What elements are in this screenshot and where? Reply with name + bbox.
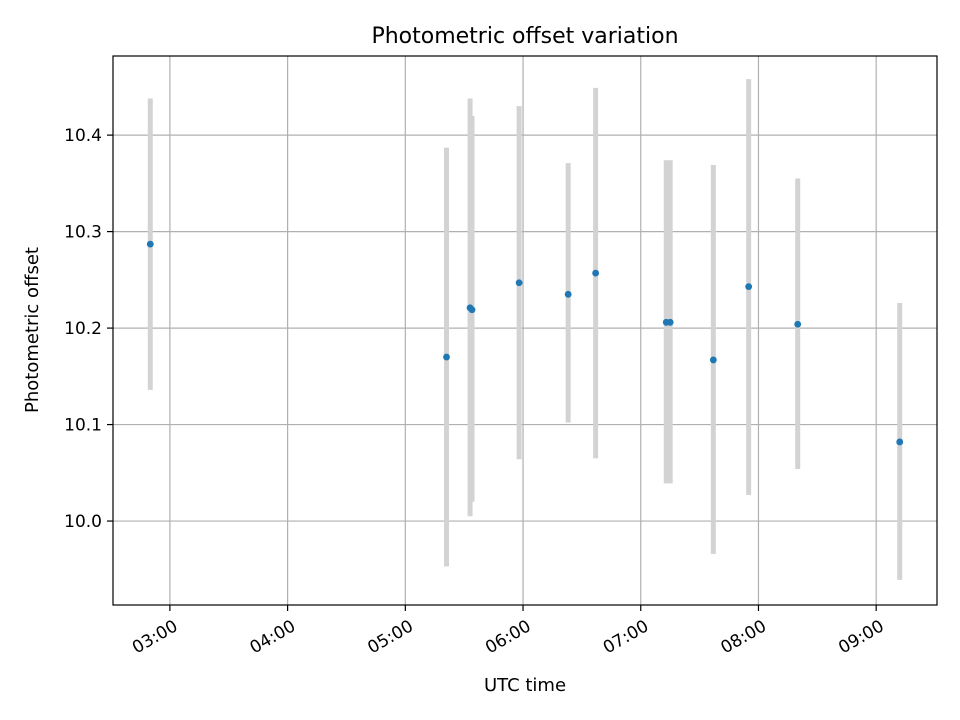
data-point <box>468 306 476 314</box>
y-tick-label: 10.4 <box>64 126 102 146</box>
y-axis-label: Photometric offset <box>22 247 43 413</box>
y-tick-label: 10.1 <box>64 416 102 436</box>
data-point <box>709 356 717 364</box>
plot-frame <box>112 55 938 606</box>
data-point <box>592 269 600 277</box>
chart-title: Photometric offset variation <box>371 24 678 49</box>
data-point <box>896 438 904 446</box>
y-tick-label: 10.3 <box>64 223 102 243</box>
data-point <box>666 318 674 326</box>
y-tick-label: 10.0 <box>64 512 102 532</box>
data-point <box>515 279 523 287</box>
data-point <box>745 283 753 290</box>
data-point <box>794 320 802 328</box>
x-axis-label: UTC time <box>484 675 566 696</box>
data-point <box>443 353 450 361</box>
data-point <box>564 290 572 298</box>
y-tick-label: 10.2 <box>64 319 102 339</box>
data-point <box>146 240 154 248</box>
data-points <box>146 240 904 446</box>
